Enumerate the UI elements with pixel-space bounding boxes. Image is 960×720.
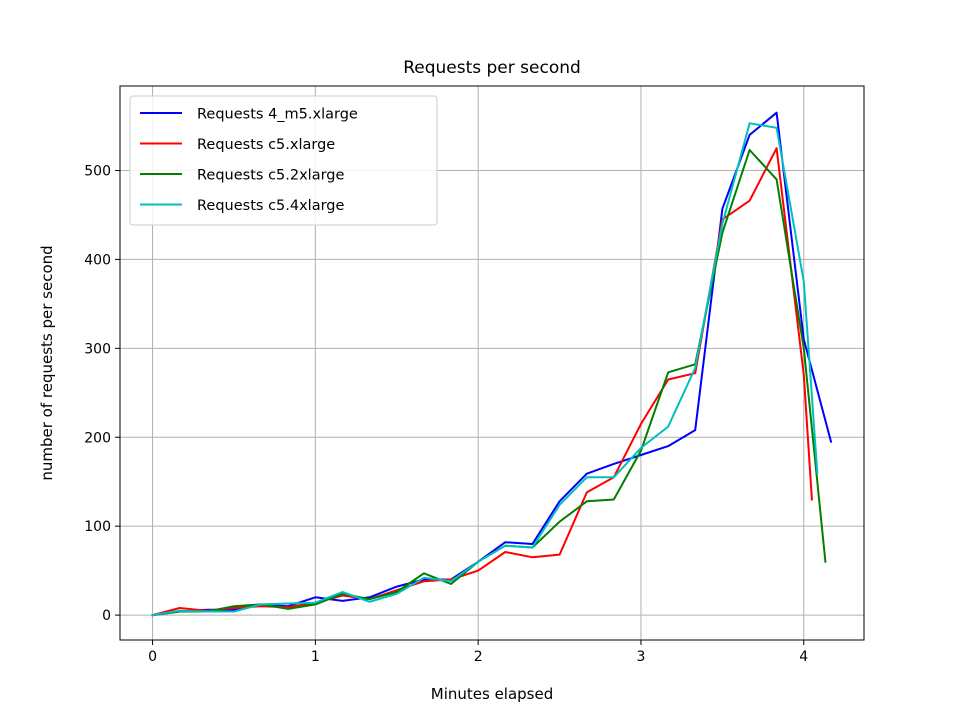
x-tick-label: 1 xyxy=(311,649,320,665)
series-line-4 xyxy=(151,122,819,617)
legend-label: Requests c5.xlarge xyxy=(197,137,335,153)
legend-box xyxy=(129,95,438,226)
y-tick-label: 500 xyxy=(84,163,111,179)
x-tick-label: 0 xyxy=(148,649,157,665)
x-axis: 0 1 2 3 4 xyxy=(148,640,808,665)
series-lines xyxy=(151,111,833,617)
y-tick-label: 300 xyxy=(84,341,111,357)
legend-label: Requests c5.4xlarge xyxy=(197,198,345,214)
y-tick-label: 0 xyxy=(102,608,111,624)
legend-label: Requests c5.2xlarge xyxy=(197,168,345,184)
y-tick-label: 400 xyxy=(84,252,111,268)
plot-frame xyxy=(119,85,865,641)
y-axis: 0 100 200 300 400 500 xyxy=(84,163,120,624)
legend: Requests 4_m5.xlarge Requests c5.xlarge Re… xyxy=(129,95,438,226)
x-tick-label: 2 xyxy=(474,649,483,665)
y-axis-label: number of requests per second xyxy=(38,245,56,480)
x-axis-label: Minutes elapsed xyxy=(431,685,554,703)
legend-label: Requests 4_m5.xlarge xyxy=(197,107,358,123)
x-tick-label: 4 xyxy=(799,649,808,665)
y-tick-label: 200 xyxy=(84,430,111,446)
gridlines xyxy=(120,86,864,640)
x-tick-label: 3 xyxy=(637,649,646,665)
y-tick-label: 100 xyxy=(84,519,111,535)
chart-title: Requests per second xyxy=(403,58,581,78)
